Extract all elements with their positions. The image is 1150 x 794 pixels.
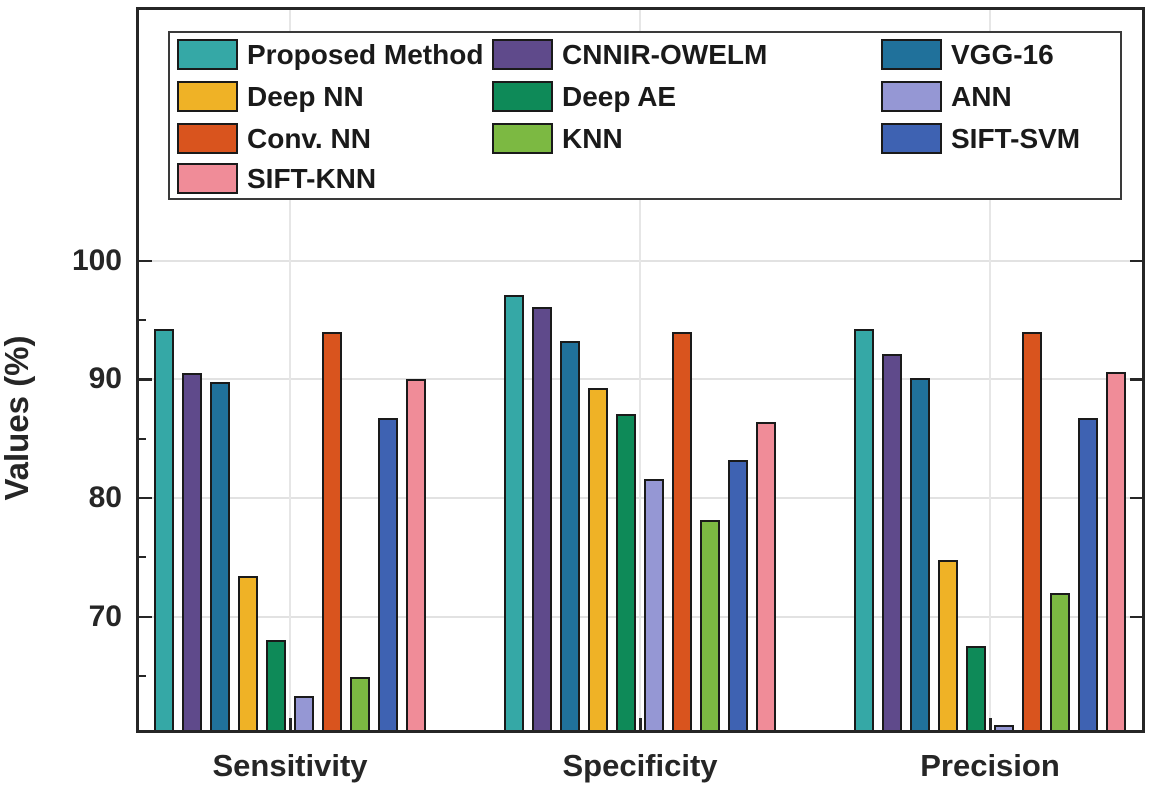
y-minortick-85	[139, 437, 146, 440]
y-tick-left-70	[139, 615, 152, 619]
y-axis-title: Values (%)	[0, 335, 35, 501]
legend-swatch-sift-knn	[177, 163, 238, 194]
x-tick-0	[289, 718, 292, 730]
y-tick-right-70	[1130, 615, 1143, 619]
v-gridline-1	[639, 7, 641, 733]
legend-label-deep-ae: Deep AE	[562, 80, 677, 112]
legend-label-conv-nn: Conv. NN	[247, 122, 371, 154]
legend-label-sift-knn: SIFT-KNN	[247, 163, 377, 194]
legend-label-deep-nn: Deep NN	[247, 80, 364, 112]
legend-swatch-conv-nn	[177, 122, 238, 154]
x-category-label: Sensitivity	[212, 748, 368, 783]
y-minortick-75	[139, 556, 146, 559]
y-tick-left-100	[139, 259, 152, 262]
legend-swatch-vgg-16	[881, 39, 942, 70]
x-tick-2	[989, 718, 992, 730]
y-tick-label-90: 90	[88, 362, 122, 396]
legend-swatch-sift-svm	[881, 122, 942, 154]
v-gridline-0	[289, 7, 291, 733]
legend-label-vgg-16: VGG-16	[951, 39, 1054, 70]
legend-label-knn: KNN	[562, 122, 623, 154]
legend-label-cnnir-owelm: CNNIR-OWELM	[562, 39, 768, 70]
y-tick-label-80: 80	[88, 480, 122, 514]
y-tick-label-100: 100	[71, 243, 122, 277]
v-gridline-2	[989, 7, 991, 733]
legend-swatch-proposed-method	[177, 39, 238, 70]
y-tick-left-90	[139, 378, 152, 381]
legend-label-sift-svm: SIFT-SVM	[951, 122, 1081, 154]
y-tick-left-80	[139, 496, 152, 500]
y-tick-right-90	[1130, 378, 1143, 381]
legend-swatch-cnnir-owelm	[492, 39, 553, 70]
legend-label-ann: ANN	[951, 80, 1012, 112]
x-category-label: Specificity	[562, 748, 718, 783]
legend-swatch-deep-nn	[177, 80, 238, 112]
legend-label-proposed-method: Proposed Method	[247, 39, 484, 70]
y-tick-right-80	[1130, 496, 1143, 500]
x-category-label: Precision	[920, 748, 1060, 783]
y-minortick-65	[139, 674, 146, 677]
y-tick-right-100	[1130, 259, 1143, 262]
legend-swatch-knn	[492, 122, 553, 154]
plot-border-box	[136, 7, 1145, 733]
legend-swatch-deep-ae	[492, 80, 553, 112]
legend: Proposed Method Deep NN Conv. NN SIFT-KNN CN…	[168, 31, 1122, 200]
legend-swatch-ann	[881, 80, 942, 112]
y-minortick-95	[139, 318, 146, 321]
y-tick-label-70: 70	[88, 599, 122, 633]
x-tick-1	[639, 718, 642, 730]
